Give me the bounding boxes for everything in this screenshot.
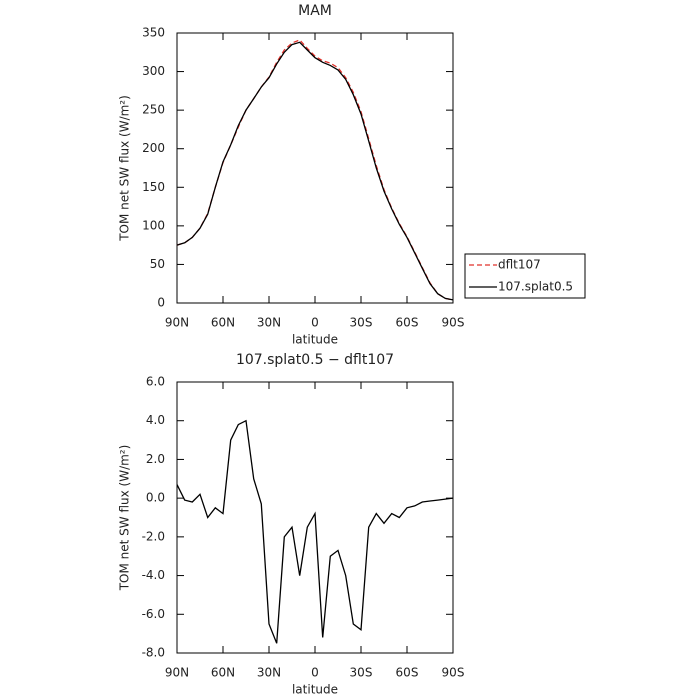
data-line [176,419,454,644]
x-tick-label: 0 [311,316,319,330]
x-tick-label: 0 [311,666,319,680]
plot-frame [176,32,454,304]
x-axis-label: latitude [292,683,338,697]
y-tick-label: -6.0 [142,607,165,621]
x-tick-label: 60S [396,316,419,330]
x-tick-label: 60N [211,316,235,330]
data-line [176,41,454,301]
data-line [176,39,454,301]
x-tick-label: 60S [396,666,419,680]
y-tick-label: 150 [142,180,165,194]
y-tick-label: 350 [142,26,165,40]
x-tick-label: 30N [257,316,281,330]
y-tick-label: 4.0 [146,413,165,427]
x-tick-label: 90N [165,316,189,330]
x-tick-label: 90N [165,666,189,680]
legend-label: dflt107 [498,258,541,272]
legend-box [464,253,586,299]
y-tick-label: 200 [142,141,165,155]
y-tick-label: 2.0 [146,452,165,466]
y-tick-label: 6.0 [146,375,165,389]
x-tick-label: 90S [442,316,465,330]
y-tick-label: -2.0 [142,529,165,543]
y-tick-label: -8.0 [142,646,165,660]
legend-label: 107.splat0.5 [498,280,573,294]
y-tick-label: 0 [157,296,165,310]
x-tick-label: 30S [350,316,373,330]
y-tick-label: 0.0 [146,491,165,505]
x-tick-label: 30S [350,666,373,680]
chart-title: 107.splat0.5 − dflt107 [236,352,394,368]
y-tick-label: 50 [150,257,165,271]
chart-title: MAM [298,3,332,19]
y-tick-label: 100 [142,218,165,232]
x-tick-label: 90S [442,666,465,680]
y-tick-label: 300 [142,64,165,78]
x-axis-label: latitude [292,333,338,347]
x-tick-label: 60N [211,666,235,680]
y-tick-label: 250 [142,103,165,117]
y-tick-label: -4.0 [142,568,165,582]
x-tick-label: 30N [257,666,281,680]
y-axis-label: TOM net SW flux (W/m²) [118,445,132,592]
y-axis-label: TOM net SW flux (W/m²) [118,95,132,242]
